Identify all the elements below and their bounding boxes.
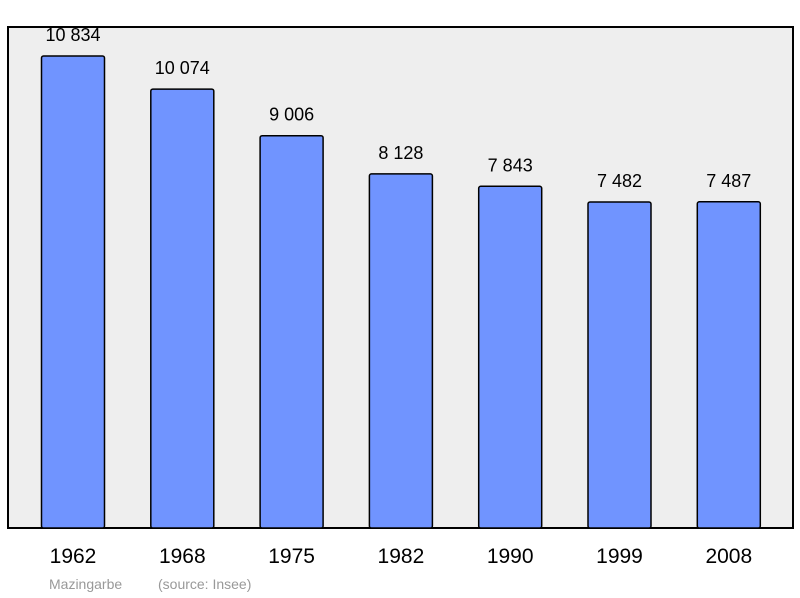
x-tick-labels: 1962 1968 1975 1982 1990 1999 2008 [50, 545, 753, 568]
tick-label-1999: 1999 [596, 545, 643, 568]
tick-label-1982: 1982 [378, 545, 425, 568]
tick-label-1962: 1962 [50, 545, 97, 568]
tick-label-1990: 1990 [487, 545, 534, 568]
caption-source: (source: Insee) [158, 576, 251, 592]
caption-place: Mazingarbe [49, 576, 122, 592]
value-label-1999: 7 482 [597, 171, 642, 191]
tick-label-1975: 1975 [268, 545, 315, 568]
bar-1975 [259, 134, 324, 529]
tick-label-2008: 2008 [705, 545, 752, 568]
bar-1999 [587, 201, 652, 529]
value-label-1975: 9 006 [269, 105, 314, 125]
bar-1962 [40, 55, 106, 529]
bars-layer [40, 55, 762, 529]
value-label-2008: 7 487 [706, 171, 751, 191]
bar-1982 [368, 173, 434, 529]
bar-2008 [696, 201, 762, 529]
tick-label-1968: 1968 [159, 545, 206, 568]
bar-1968 [150, 88, 215, 529]
value-label-1968: 10 074 [155, 58, 210, 78]
value-label-1962: 10 834 [45, 25, 100, 45]
value-label-1990: 7 843 [488, 155, 533, 175]
bar-1990 [477, 185, 543, 529]
value-label-1982: 8 128 [378, 143, 423, 163]
value-labels-layer: 10 834 10 074 9 006 8 128 7 843 7 482 7 487 [45, 25, 751, 191]
